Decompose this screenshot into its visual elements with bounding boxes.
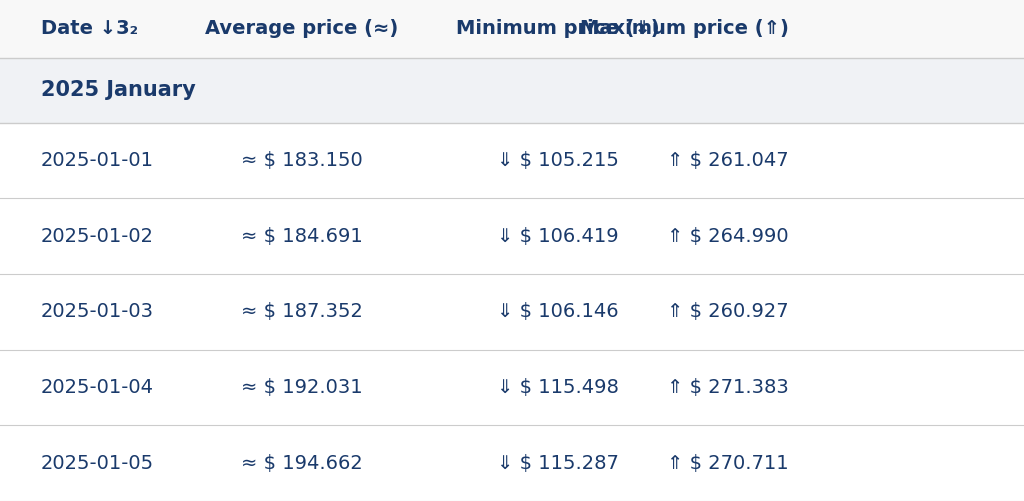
FancyBboxPatch shape [0,0,1024,58]
FancyBboxPatch shape [0,58,1024,123]
Text: ⇓ $ 105.215: ⇓ $ 105.215 [497,151,620,170]
Text: Date ↓3₂: Date ↓3₂ [41,20,138,38]
Text: ≈ $ 192.031: ≈ $ 192.031 [242,378,362,397]
Text: ⇓ $ 106.146: ⇓ $ 106.146 [498,303,618,321]
Text: 2025-01-04: 2025-01-04 [41,378,154,397]
FancyBboxPatch shape [0,123,1024,198]
FancyBboxPatch shape [0,425,1024,501]
Text: 2025 January: 2025 January [41,80,196,100]
Text: ⇑ $ 270.711: ⇑ $ 270.711 [667,454,788,472]
FancyBboxPatch shape [0,198,1024,274]
Text: Maximum price (⇑): Maximum price (⇑) [580,20,788,38]
Text: ⇑ $ 260.927: ⇑ $ 260.927 [667,303,788,321]
Text: ⇓ $ 115.287: ⇓ $ 115.287 [497,454,620,472]
Text: 2025-01-05: 2025-01-05 [41,454,154,472]
Text: ⇓ $ 115.498: ⇓ $ 115.498 [497,378,620,397]
Text: ≈ $ 187.352: ≈ $ 187.352 [241,303,364,321]
Text: ⇑ $ 271.383: ⇑ $ 271.383 [667,378,788,397]
Text: 2025-01-01: 2025-01-01 [41,151,154,170]
Text: ⇑ $ 264.990: ⇑ $ 264.990 [667,227,788,245]
Text: ≈ $ 183.150: ≈ $ 183.150 [242,151,362,170]
Text: Minimum price (⇓): Minimum price (⇓) [457,20,659,38]
Text: Average price (≈): Average price (≈) [206,20,398,38]
FancyBboxPatch shape [0,350,1024,425]
Text: ⇓ $ 106.419: ⇓ $ 106.419 [498,227,618,245]
Text: ≈ $ 184.691: ≈ $ 184.691 [242,227,362,245]
Text: ≈ $ 194.662: ≈ $ 194.662 [242,454,362,472]
FancyBboxPatch shape [0,274,1024,350]
Text: 2025-01-02: 2025-01-02 [41,227,154,245]
Text: ⇑ $ 261.047: ⇑ $ 261.047 [667,151,788,170]
Text: 2025-01-03: 2025-01-03 [41,303,154,321]
